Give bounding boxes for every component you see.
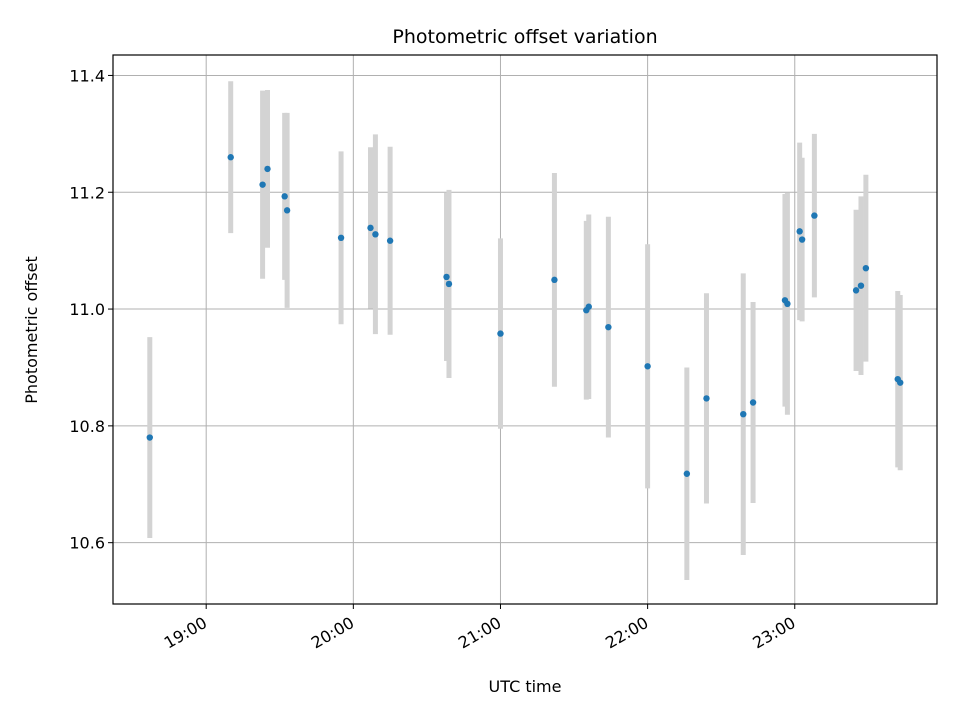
data-point: [386, 237, 394, 244]
data-point: [857, 282, 865, 289]
data-point: [227, 154, 234, 161]
chart-title: Photometric offset variation: [392, 26, 657, 48]
data-point: [283, 207, 291, 214]
y-tick-label: 11.2: [69, 183, 105, 202]
y-tick-label: 10.6: [69, 534, 105, 553]
data-point: [796, 228, 803, 235]
data-point: [585, 303, 592, 310]
data-point: [551, 276, 558, 284]
data-point: [367, 224, 374, 232]
data-point: [811, 212, 818, 219]
x-axis-label: UTC time: [489, 677, 562, 696]
y-axis-ticks: 10.6 10.8 11.0 11.2 11.4: [69, 66, 113, 553]
data-point: [749, 399, 757, 406]
data-point: [443, 273, 450, 281]
plot-frame: [112, 54, 938, 605]
y-tick-label: 10.8: [69, 417, 105, 436]
data-point: [683, 470, 691, 477]
data-point: [445, 280, 453, 288]
data-point: [337, 234, 345, 242]
data-point: [264, 165, 271, 173]
data-point: [259, 181, 266, 188]
data-point: [497, 330, 504, 337]
data-point: [281, 193, 288, 200]
data-point: [852, 287, 860, 294]
data-point: [605, 323, 612, 331]
data-point: [372, 231, 379, 238]
y-tick-label: 11.4: [69, 66, 105, 85]
data-points: [146, 154, 904, 477]
data-point: [146, 434, 153, 441]
data-point: [740, 410, 747, 418]
data-point: [703, 395, 710, 402]
y-axis-label: Photometric offset: [22, 256, 41, 404]
data-point: [897, 379, 904, 386]
data-point: [644, 363, 651, 370]
data-point: [784, 300, 791, 308]
data-point: [798, 236, 806, 243]
data-point: [862, 264, 870, 272]
y-tick-label: 11.0: [69, 300, 105, 319]
